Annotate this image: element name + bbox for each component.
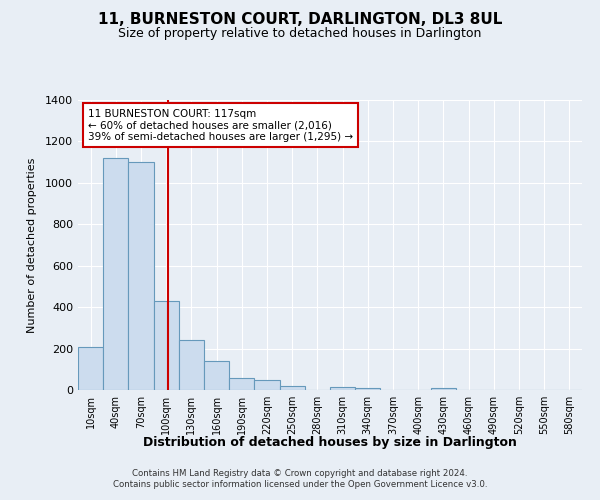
Bar — [254, 380, 280, 390]
Text: Size of property relative to detached houses in Darlington: Size of property relative to detached ho… — [118, 28, 482, 40]
Bar — [330, 387, 355, 390]
Text: Distribution of detached houses by size in Darlington: Distribution of detached houses by size … — [143, 436, 517, 449]
Bar — [229, 378, 254, 390]
Bar — [355, 388, 380, 390]
Text: 11, BURNESTON COURT, DARLINGTON, DL3 8UL: 11, BURNESTON COURT, DARLINGTON, DL3 8UL — [98, 12, 502, 28]
Bar — [431, 388, 456, 390]
Text: Contains public sector information licensed under the Open Government Licence v3: Contains public sector information licen… — [113, 480, 487, 489]
Bar — [179, 340, 204, 390]
Text: 11 BURNESTON COURT: 117sqm
← 60% of detached houses are smaller (2,016)
39% of s: 11 BURNESTON COURT: 117sqm ← 60% of deta… — [88, 108, 353, 142]
Bar — [128, 162, 154, 390]
Y-axis label: Number of detached properties: Number of detached properties — [26, 158, 37, 332]
Text: Contains HM Land Registry data © Crown copyright and database right 2024.: Contains HM Land Registry data © Crown c… — [132, 468, 468, 477]
Bar — [103, 158, 128, 390]
Bar — [204, 361, 229, 390]
Bar — [154, 301, 179, 390]
Bar — [78, 346, 103, 390]
Bar — [280, 386, 305, 390]
